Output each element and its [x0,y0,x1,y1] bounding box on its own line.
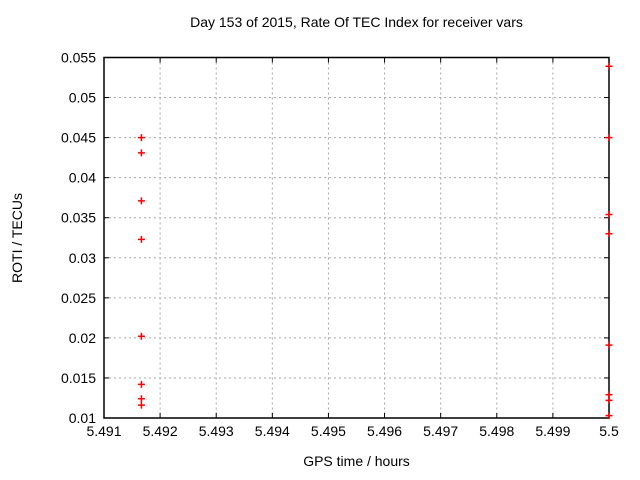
y-tick-label: 0.055 [61,50,96,66]
data-point-marker [605,230,613,238]
x-tick-label: 5.5 [599,423,619,439]
x-tick-label: 5.495 [311,423,346,439]
data-point-marker [605,62,613,70]
x-tick-label: 5.497 [423,423,458,439]
x-tick-label: 5.494 [255,423,290,439]
data-point-marker [137,197,145,205]
y-tick-label: 0.035 [61,210,96,226]
y-tick-label: 0.045 [61,130,96,146]
x-tick-label: 5.491 [86,423,121,439]
y-tick-label: 0.05 [69,90,96,106]
data-point-marker [605,396,613,404]
data-point-marker [137,395,145,403]
x-tick-label: 5.493 [199,423,234,439]
data-point-marker [605,134,613,142]
data-point-marker [137,235,145,243]
x-tick-label: 5.499 [535,423,570,439]
chart-title: Day 153 of 2015, Rate Of TEC Index for r… [190,14,523,30]
data-point-marker [137,332,145,340]
y-tick-label: 0.015 [61,370,96,386]
y-tick-label: 0.02 [69,330,96,346]
data-point-marker [137,134,145,142]
data-point-marker [605,211,613,219]
y-tick-label: 0.01 [69,410,96,426]
data-point-marker [605,412,613,420]
data-point-marker [137,149,145,157]
x-tick-label: 5.496 [367,423,402,439]
y-tick-label: 0.03 [69,250,96,266]
x-tick-label: 5.498 [479,423,514,439]
data-point-marker [137,401,145,409]
y-tick-label: 0.025 [61,290,96,306]
x-axis-label: GPS time / hours [303,453,410,469]
plot-border [103,56,610,419]
y-tick-label: 0.04 [69,170,96,186]
data-point-marker [137,380,145,388]
x-tick-label: 5.492 [143,423,178,439]
data-point-marker [605,341,613,349]
